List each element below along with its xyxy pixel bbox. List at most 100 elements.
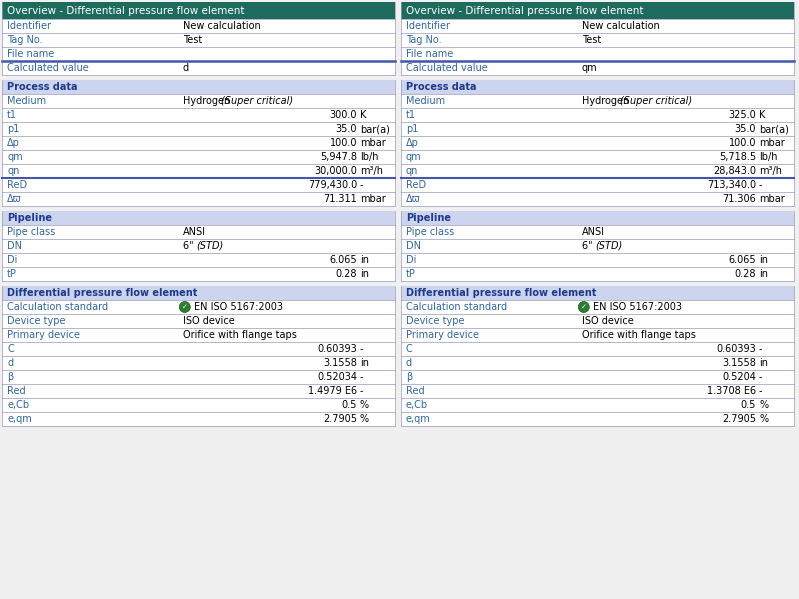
Text: Calculated value: Calculated value (406, 63, 487, 73)
Text: 71.306: 71.306 (722, 194, 756, 204)
Text: -: - (759, 344, 762, 354)
Text: Pipe class: Pipe class (406, 227, 455, 237)
Text: mbar: mbar (759, 138, 785, 148)
Text: in: in (759, 269, 768, 279)
Text: DN: DN (406, 241, 421, 251)
Bar (2, 33, 395, 47)
Text: 0.5: 0.5 (342, 400, 357, 410)
Text: Test: Test (582, 35, 601, 45)
Text: 100.0: 100.0 (729, 138, 756, 148)
Text: Device type: Device type (7, 316, 66, 326)
Bar (2, 398, 395, 412)
Text: Tag No.: Tag No. (7, 35, 42, 45)
Text: 0.5204: 0.5204 (722, 372, 756, 382)
Bar (401, 370, 794, 384)
Text: EN ISO 5167:2003: EN ISO 5167:2003 (593, 302, 682, 312)
Text: 325.0: 325.0 (728, 110, 756, 120)
Bar (2, 211, 395, 225)
Text: 713,340.0: 713,340.0 (707, 180, 756, 190)
Text: β: β (406, 372, 412, 382)
Bar (401, 150, 794, 164)
Text: 6.065: 6.065 (729, 255, 756, 265)
Bar (401, 267, 794, 281)
Text: ✓: ✓ (182, 304, 188, 310)
Bar (401, 192, 794, 206)
Text: ✓: ✓ (581, 304, 586, 310)
Text: e,Cb: e,Cb (7, 400, 29, 410)
Bar (2, 164, 395, 178)
Text: -: - (360, 344, 364, 354)
Text: K: K (759, 110, 765, 120)
Text: Pipe class: Pipe class (7, 227, 55, 237)
Text: Medium: Medium (7, 96, 46, 106)
Text: 300.0: 300.0 (329, 110, 357, 120)
Bar (401, 2, 794, 19)
Text: Δp: Δp (406, 138, 419, 148)
Text: -: - (759, 386, 762, 396)
Text: -: - (360, 180, 364, 190)
Bar (401, 80, 794, 94)
Text: mbar: mbar (360, 138, 386, 148)
Text: C: C (406, 344, 413, 354)
Text: Calculation standard: Calculation standard (406, 302, 507, 312)
Bar (2, 267, 395, 281)
Bar (2, 61, 395, 75)
Text: e,qm: e,qm (406, 414, 431, 424)
Text: mbar: mbar (360, 194, 386, 204)
Text: m³/h: m³/h (360, 166, 383, 176)
Text: 35.0: 35.0 (734, 124, 756, 134)
Bar (401, 136, 794, 150)
Text: d: d (183, 63, 189, 73)
Bar (2, 178, 395, 192)
Text: Tag No.: Tag No. (406, 35, 442, 45)
Text: -: - (759, 180, 762, 190)
Text: d: d (406, 358, 412, 368)
Text: 3.1558: 3.1558 (722, 358, 756, 368)
Bar (401, 239, 794, 253)
Text: bar(a): bar(a) (759, 124, 789, 134)
Bar (2, 108, 395, 122)
Bar (401, 300, 794, 314)
Text: EN ISO 5167:2003: EN ISO 5167:2003 (194, 302, 283, 312)
Text: Δp: Δp (7, 138, 20, 148)
Text: 0.28: 0.28 (734, 269, 756, 279)
Bar (2, 370, 395, 384)
Bar (2, 328, 395, 342)
Bar (2, 412, 395, 426)
Bar (401, 61, 794, 75)
Text: 2.7905: 2.7905 (323, 414, 357, 424)
Text: -: - (759, 372, 762, 382)
Text: in: in (360, 358, 369, 368)
Text: qn: qn (406, 166, 419, 176)
Text: Di: Di (7, 255, 18, 265)
Text: e,qm: e,qm (7, 414, 32, 424)
Text: 71.311: 71.311 (324, 194, 357, 204)
Text: Pipeline: Pipeline (406, 213, 451, 223)
Text: Red: Red (406, 386, 424, 396)
Text: in: in (360, 269, 369, 279)
Text: New calculation: New calculation (183, 21, 260, 31)
Text: Test: Test (183, 35, 202, 45)
Text: in: in (759, 255, 768, 265)
Text: Device type: Device type (406, 316, 464, 326)
Text: %: % (360, 414, 369, 424)
Text: p1: p1 (406, 124, 419, 134)
Text: File name: File name (7, 49, 54, 59)
Text: %: % (759, 414, 768, 424)
Text: qm: qm (406, 152, 422, 162)
Text: Identifier: Identifier (7, 21, 51, 31)
Bar (2, 150, 395, 164)
Text: ISO device: ISO device (582, 316, 634, 326)
Text: 28,843.0: 28,843.0 (713, 166, 756, 176)
Text: 100.0: 100.0 (329, 138, 357, 148)
Bar (401, 33, 794, 47)
Text: lb/h: lb/h (360, 152, 379, 162)
Text: (STD): (STD) (196, 241, 223, 251)
Bar (2, 19, 395, 33)
Text: ReD: ReD (7, 180, 27, 190)
Text: Orifice with flange taps: Orifice with flange taps (582, 330, 696, 340)
Text: 0.60393: 0.60393 (716, 344, 756, 354)
Text: 5,947.8: 5,947.8 (320, 152, 357, 162)
Text: Primary device: Primary device (7, 330, 80, 340)
Text: mbar: mbar (759, 194, 785, 204)
